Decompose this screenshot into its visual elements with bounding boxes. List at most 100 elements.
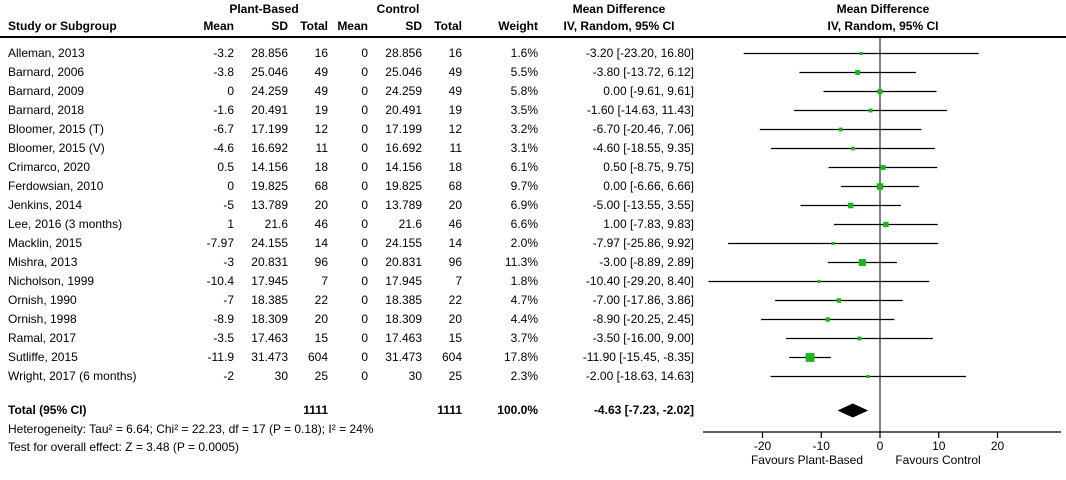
mean2-column-header: Mean [337, 19, 368, 33]
study-name: Macklin, 2015 [8, 236, 83, 250]
study-name: Jenkins, 2014 [8, 198, 83, 212]
mean1-cell: 0 [227, 179, 234, 193]
tick-label: -10 [813, 439, 831, 453]
study-row: Sutliffe, 2015 -11.9 31.473 604 0 31.473 604 17… [0, 348, 700, 367]
sd2-cell: 14.156 [385, 160, 422, 174]
sd1-cell: 18.309 [251, 312, 288, 326]
sd2-cell: 17.945 [385, 274, 422, 288]
ci-text-cell: -5.00 [-13.55, 3.55] [592, 198, 694, 212]
total1-column-header: Total [300, 19, 328, 33]
plot-header-line1: Mean Difference [836, 2, 930, 16]
mean1-cell: -5 [223, 198, 234, 212]
sd2-cell: 16.692 [385, 141, 422, 155]
table-column-header-row: Study or Subgroup Mean SD Total Mean SD … [0, 18, 708, 35]
effect-square [883, 221, 889, 228]
mean1-cell: -2 [223, 369, 234, 383]
mean1-cell: -1.6 [213, 103, 234, 117]
total1-cell: 46 [314, 217, 328, 231]
forest-plot-graphic: -20 -10 0 10 20 Favours Plant-Based Favours Co… [703, 38, 1061, 467]
total-weight: 100.0% [497, 403, 538, 417]
mean1-cell: -3.2 [213, 46, 234, 60]
total2-column-header: Total [434, 19, 462, 33]
total-ci: -4.63 [-7.23, -2.02] [593, 403, 694, 417]
mean2-cell: 0 [361, 331, 368, 345]
ci-text-cell: 1.00 [-7.83, 9.83] [603, 217, 694, 231]
total2-cell: 7 [455, 274, 462, 288]
study-row: Ornish, 1990 -7 18.385 22 0 18.385 22 4.7% -7.00… [0, 291, 700, 310]
sd2-cell: 31.473 [385, 350, 422, 364]
study-name: Ornish, 1998 [8, 312, 77, 326]
effect-square [858, 258, 866, 267]
mean2-cell: 0 [361, 198, 368, 212]
total2-cell: 12 [448, 122, 462, 136]
ci-text-cell: -3.80 [-13.72, 6.12] [592, 65, 694, 79]
study-name: Barnard, 2009 [8, 84, 85, 98]
total1-cell: 20 [314, 198, 328, 212]
ci-text-cell: -3.00 [-8.89, 2.89] [599, 255, 694, 269]
mean1-cell: -3.8 [213, 65, 234, 79]
total-n2: 1111 [437, 403, 462, 417]
study-row: Ornish, 1998 -8.9 18.309 20 0 18.309 20 4.4% -8.… [0, 310, 700, 329]
weight-cell: 17.8% [503, 350, 538, 364]
mean2-cell: 0 [361, 141, 368, 155]
study-name: Bloomer, 2015 (V) [8, 141, 105, 155]
study-name: Sutliffe, 2015 [8, 350, 78, 364]
spacer [8, 1, 194, 18]
ci-text-cell: 0.00 [-9.61, 9.61] [603, 84, 694, 98]
mean1-column-header: Mean [203, 19, 234, 33]
total-row: Total (95% CI) 1111 1111 100.0% -4.63 [-… [0, 401, 708, 420]
study-name: Ferdowsian, 2010 [8, 179, 104, 193]
sd1-cell: 28.856 [251, 46, 288, 60]
effect-square [880, 164, 886, 171]
study-name: Ornish, 1990 [8, 293, 77, 307]
sd2-cell: 19.825 [385, 179, 422, 193]
weight-cell: 2.0% [510, 236, 538, 250]
sd1-cell: 21.6 [264, 217, 288, 231]
sd1-cell: 18.385 [251, 293, 288, 307]
total1-cell: 16 [314, 46, 328, 60]
total2-cell: 22 [448, 293, 462, 307]
effect-square [876, 183, 884, 190]
total2-cell: 18 [448, 160, 462, 174]
weight-cell: 9.7% [510, 179, 538, 193]
sd1-cell: 13.789 [251, 198, 288, 212]
sd2-cell: 17.199 [385, 122, 422, 136]
study-row: Lee, 2016 (3 months) 1 21.6 46 0 21.6 46 6.6% 1.… [0, 215, 700, 234]
mean1-cell: -10.4 [206, 274, 234, 288]
effect-square [877, 88, 883, 95]
ci-text-cell: -3.20 [-23.20, 16.80] [585, 46, 694, 60]
weight-cell: 6.9% [510, 198, 538, 212]
tick-label: 20 [991, 439, 1005, 453]
tick-label: 10 [932, 439, 946, 453]
study-rows: Alleman, 2013 -3.2 28.856 16 0 28.856 16 1.6% -3… [0, 44, 700, 386]
ci-text-cell: -1.60 [-14.63, 11.43] [586, 103, 694, 117]
total1-cell: 11 [315, 141, 328, 155]
study-row: Barnard, 2006 -3.8 25.046 49 0 25.046 49 5.5% -3… [0, 63, 700, 82]
method-column-header: IV, Random, 95% CI [563, 19, 675, 33]
study-row: Bloomer, 2015 (T) -6.7 17.199 12 0 17.199 12 3.… [0, 120, 700, 139]
header-divider [0, 36, 1066, 38]
ci-text-cell: -8.90 [-20.25, 2.45] [592, 312, 694, 326]
ci-text-cell: -10.40 [-29.20, 8.40] [585, 274, 694, 288]
heterogeneity-note: Heterogeneity: Tau² = 6.64; Chi² = 22.23… [8, 422, 374, 436]
sd1-cell: 17.463 [251, 331, 288, 345]
ci-text-cell: -3.50 [-16.00, 9.00] [592, 331, 694, 345]
study-name: Alleman, 2013 [8, 46, 85, 60]
total2-cell: 15 [448, 331, 462, 345]
effect-square [817, 280, 821, 283]
total1-cell: 49 [314, 65, 328, 79]
mean2-cell: 0 [361, 46, 368, 60]
group1-header: Plant-Based [229, 2, 299, 16]
sd2-cell: 18.309 [385, 312, 422, 326]
sd2-cell: 18.385 [385, 293, 422, 307]
sd2-cell: 24.155 [385, 236, 422, 250]
total1-cell: 22 [314, 293, 328, 307]
total2-cell: 20 [448, 198, 462, 212]
study-row: Nicholson, 1999 -10.4 17.945 7 0 17.945 7 1.8% -… [0, 272, 700, 291]
effect-square [825, 317, 830, 322]
sd1-cell: 20.831 [251, 255, 288, 269]
mean1-cell: -7 [223, 293, 234, 307]
sd1-cell: 19.825 [251, 179, 288, 193]
total2-cell: 16 [448, 46, 462, 60]
sd1-cell: 24.259 [251, 84, 288, 98]
